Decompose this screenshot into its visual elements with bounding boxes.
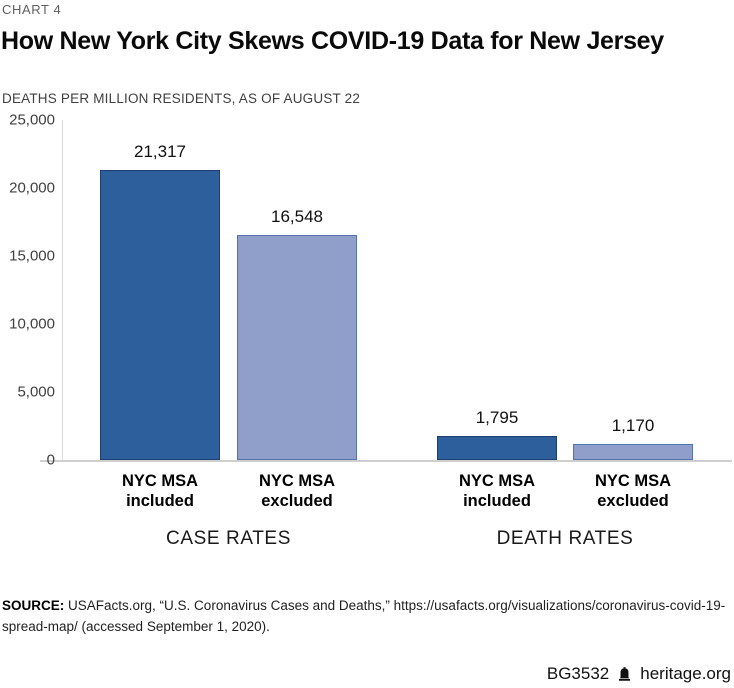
group-label-case-rates: CASE RATES: [166, 528, 291, 549]
bar-case-rates-nyc-msa-excluded: [237, 234, 357, 460]
bar-case-rates-nyc-msa-included: [100, 170, 220, 460]
site-name: heritage.org: [640, 664, 731, 683]
source-note: SOURCE: USAFacts.org, “U.S. Coronavirus …: [2, 596, 733, 637]
chart-number-label: CHART 4: [2, 2, 62, 17]
y-tick-label-25-000: 25,000: [9, 111, 55, 129]
chart-subtitle: DEATHS PER MILLION RESIDENTS, AS OF AUGU…: [2, 91, 361, 106]
bar-death-rates-nyc-msa-included: [437, 435, 557, 460]
bar-death-rates-nyc-msa-excluded: [573, 444, 693, 460]
bar-label-case-rates-nyc-msa-included: NYC MSA included: [121, 472, 199, 510]
bar-label-death-rates-nyc-msa-included: NYC MSA included: [458, 472, 536, 510]
value-label-death-rates-nyc-msa-included: 1,795: [475, 407, 519, 427]
doc-id: BG3532: [546, 664, 610, 683]
footer: BG3532 heritage.org: [547, 664, 731, 684]
y-tick-label-10-000: 10,000: [9, 315, 55, 333]
source-text: USAFacts.org, “U.S. Coronavirus Cases an…: [2, 598, 726, 634]
group-label-death-rates: DEATH RATES: [496, 528, 634, 549]
value-label-case-rates-nyc-msa-included: 21,317: [134, 142, 186, 162]
value-label-death-rates-nyc-msa-excluded: 1,170: [611, 416, 655, 436]
source-label: SOURCE:: [2, 598, 65, 613]
y-tick-label-20-000: 20,000: [9, 179, 55, 197]
y-tick-label-5-000: 5,000: [17, 383, 55, 401]
y-axis-line: [62, 120, 63, 460]
y-tick-label-15-000: 15,000: [9, 247, 55, 265]
liberty-bell-icon: [619, 666, 631, 681]
chart-stage: 25,000 20,000 15,000 10,000 5,000 0 21,317 NYC …: [9, 111, 732, 549]
x-axis-baseline: [40, 460, 732, 462]
bar-label-case-rates-nyc-msa-excluded: NYC MSA excluded: [258, 472, 336, 510]
page-title: How New York City Skews COVID-19 Data fo…: [1, 27, 664, 55]
value-label-case-rates-nyc-msa-excluded: 16,548: [271, 206, 323, 226]
bar-label-death-rates-nyc-msa-excluded: NYC MSA excluded: [594, 472, 672, 510]
y-tick-label-0: 0: [46, 451, 55, 469]
